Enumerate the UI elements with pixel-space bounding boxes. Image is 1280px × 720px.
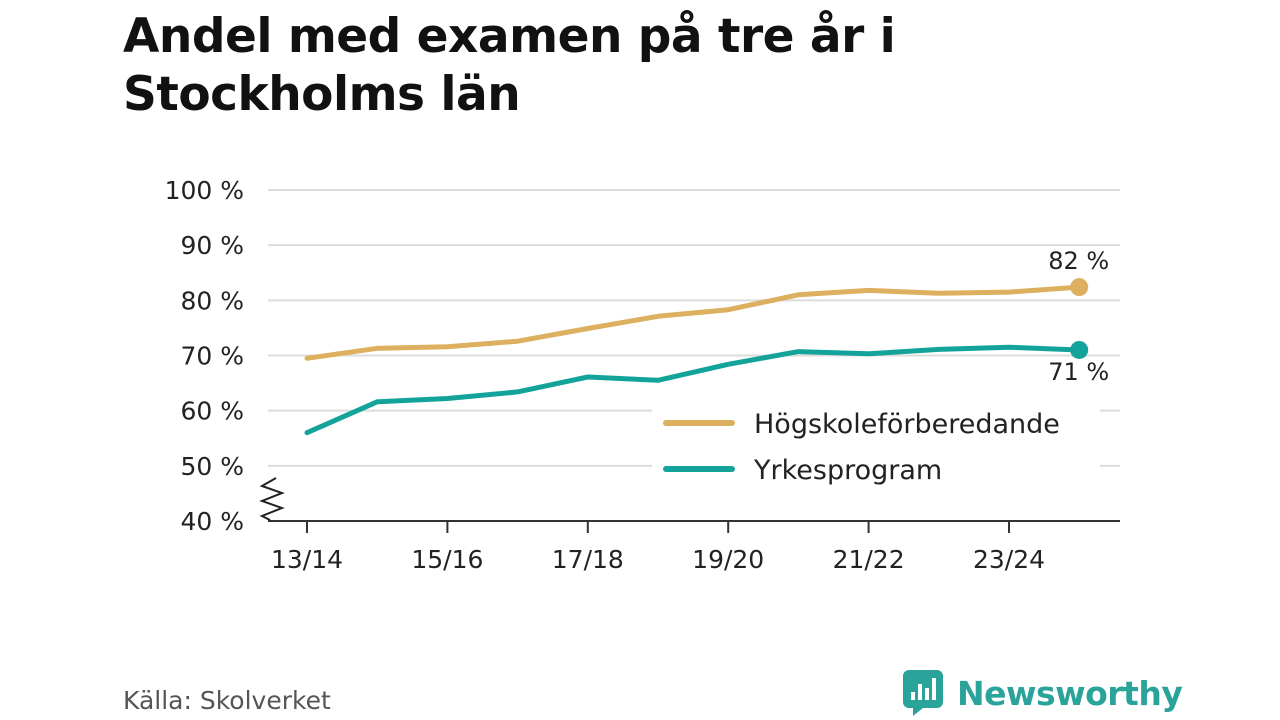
y-axis-tick-labels: 40 % 50 % 60 % 70 % 80 % 90 % 100 % <box>165 176 244 536</box>
legend-label: Högskoleförberedande <box>754 409 1060 440</box>
legend-label: Yrkesprogram <box>753 455 942 486</box>
data-label: 82 % <box>1048 247 1109 275</box>
brand: Newsworthy <box>903 670 1183 716</box>
x-tick-label: 19/20 <box>692 545 764 574</box>
legend-background <box>652 402 1100 494</box>
brand-name: Newsworthy <box>957 673 1183 713</box>
x-tick-label: 17/18 <box>552 545 624 574</box>
x-axis: 13/14 15/16 17/18 19/20 21/22 23/24 <box>268 520 1120 574</box>
y-tick-label: 90 % <box>180 231 244 260</box>
data-label: 71 % <box>1048 358 1109 386</box>
y-tick-label: 100 % <box>165 176 244 205</box>
x-tick-label: 15/16 <box>411 545 483 574</box>
series-line-hogskole <box>304 284 1082 361</box>
newsworthy-logo-icon <box>903 670 943 716</box>
axis-break-icon <box>259 477 285 521</box>
chart-title: Andel med examen på tre år i Stockholms … <box>123 9 896 122</box>
x-tick-label: 23/24 <box>973 545 1045 574</box>
axis-break-zigzag <box>259 477 285 521</box>
y-tick-label: 60 % <box>180 397 244 426</box>
source-note: Källa: Skolverket <box>123 686 331 715</box>
y-tick-label: 50 % <box>180 452 244 481</box>
series-line-yrkes <box>304 344 1082 436</box>
series-end-point <box>1070 278 1089 297</box>
legend: Högskoleförberedande Yrkesprogram <box>652 402 1100 494</box>
x-tick-label: 13/14 <box>271 545 343 574</box>
series-end-point <box>1070 340 1089 359</box>
y-tick-label: 70 % <box>180 342 244 371</box>
y-tick-label: 80 % <box>180 286 244 315</box>
y-tick-label: 40 % <box>180 507 244 536</box>
series-lines: 82 % 71 % <box>304 247 1109 436</box>
x-tick-label: 21/22 <box>833 545 905 574</box>
